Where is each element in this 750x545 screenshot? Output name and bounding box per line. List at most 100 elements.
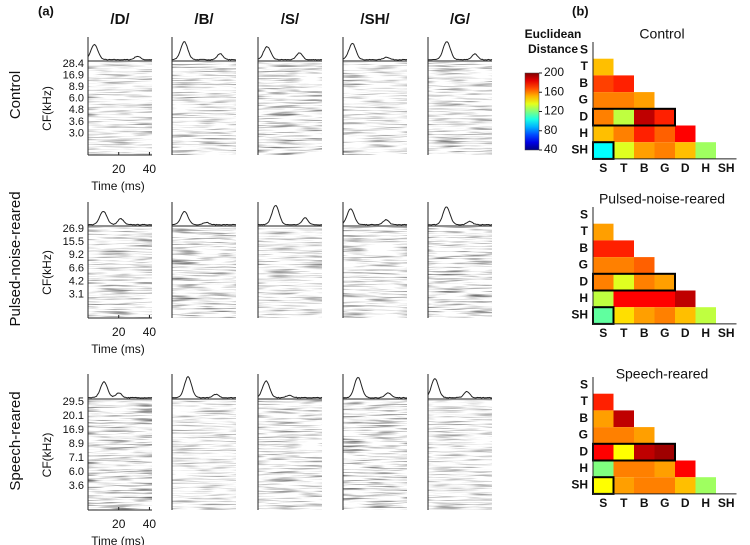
cf-tick-label: 3.0 [69,127,84,139]
raster-texture [343,400,407,510]
heatmap-cell [593,410,614,428]
cf-tick-label: 26.9 [63,223,84,235]
heatmap-cell [593,125,614,143]
y-axis-label: CF(kHz) [40,86,54,131]
row-label: SH [571,478,588,492]
heatmap-cell [593,460,614,478]
raster-texture [428,400,492,510]
column-label: D [681,161,690,175]
heatmap-cell [613,427,634,444]
row-label: D [579,274,588,288]
group-label: Speech-reared [7,391,24,490]
column-label: H [701,496,710,510]
heatmap-cell [613,108,634,126]
panel-label: (b) [572,3,589,18]
heatmap-cell [634,427,655,444]
group-label: Pulsed-noise-reared [7,191,24,326]
heatmap-cell [634,142,655,159]
phoneme-header: /G/ [450,11,471,28]
cf-tick-label: 16.9 [63,424,84,436]
heatmap-title: Control [639,26,684,42]
heatmap-cell [593,108,614,126]
raster-texture [172,62,236,155]
x-axis-label: Time (ms) [91,179,145,193]
heatmap-cell [654,477,675,494]
colorbar-tick-label: 160 [544,84,564,98]
psth-curve [87,43,153,61]
psth-curve [427,378,493,399]
heatmap-cell [593,273,614,291]
row-label: D [579,444,588,458]
heatmap-cell [613,273,634,291]
x-tick-label: 20 [112,162,126,176]
cf-tick-label: 15.5 [63,236,84,248]
psth-curve [257,45,323,61]
heatmap-cell [634,125,655,143]
psth-curve [87,210,153,226]
heatmap-cell [593,223,614,241]
column-label: H [701,326,710,340]
heatmap-cell [593,142,614,159]
psth-curve [342,376,408,399]
row-label: B [579,76,588,90]
column-label: SH [718,326,735,340]
cf-tick-label: 8.9 [69,81,84,93]
heatmap-cell [634,307,655,324]
psth-curve [87,380,153,399]
cf-tick-label: 9.2 [69,249,84,261]
heatmap-cell [593,477,614,494]
heatmap-cell [675,477,696,494]
y-axis-label: CF(kHz) [40,433,54,478]
raster-texture [343,227,407,318]
heatmap-cell [654,125,675,143]
heatmap-cell [593,92,614,109]
cf-tick-label: 7.1 [69,452,84,464]
heatmap-cell [634,257,655,274]
x-tick-label: 40 [143,162,157,176]
heatmap-cell [634,273,655,291]
heatmap-cell [634,108,655,126]
cf-tick-label: 3.6 [69,116,84,128]
cf-tick-label: 6.0 [69,466,84,478]
cf-tick-label: 20.1 [63,410,84,422]
heatmap-cell [634,290,655,308]
heatmap-cell [654,273,675,291]
row-label: S [580,378,588,392]
row-label: SH [571,308,588,322]
column-label: S [599,326,607,340]
row-label: G [579,428,588,442]
x-axis-label: Time (ms) [91,342,145,356]
row-label: B [579,241,588,255]
colorbar-tick-label: 120 [544,104,564,118]
raster-texture [172,400,236,510]
row-label: S [580,43,588,57]
group-label: Control [7,71,24,119]
heatmap-cell [613,257,634,274]
heatmap-cell [593,58,614,76]
heatmap-cell [593,393,614,411]
heatmap-cell [593,443,614,461]
cf-tick-label: 3.6 [69,480,84,492]
column-label: S [599,496,607,510]
cf-tick-label: 6.0 [69,93,84,105]
heatmap-cell [675,460,696,478]
row-label: G [579,93,588,107]
colorbar-tick-label: 200 [544,65,564,79]
heatmap-cell [654,142,675,159]
colorbar-tick-label: 80 [544,123,558,137]
x-tick-label: 40 [143,325,157,339]
cf-tick-label: 8.9 [69,438,84,450]
row-label: T [581,394,589,408]
psth-curve [171,210,237,226]
heatmap-cell [675,307,696,324]
heatmap-cell [593,427,614,444]
heatmap-cell [675,125,696,143]
cf-tick-label: 16.9 [63,69,84,81]
psth-curve [342,208,408,226]
column-label: H [701,161,710,175]
heatmap-cell [634,477,655,494]
heatmap-cell [654,290,675,308]
raster-texture [172,227,236,318]
psth-curve [172,41,237,61]
